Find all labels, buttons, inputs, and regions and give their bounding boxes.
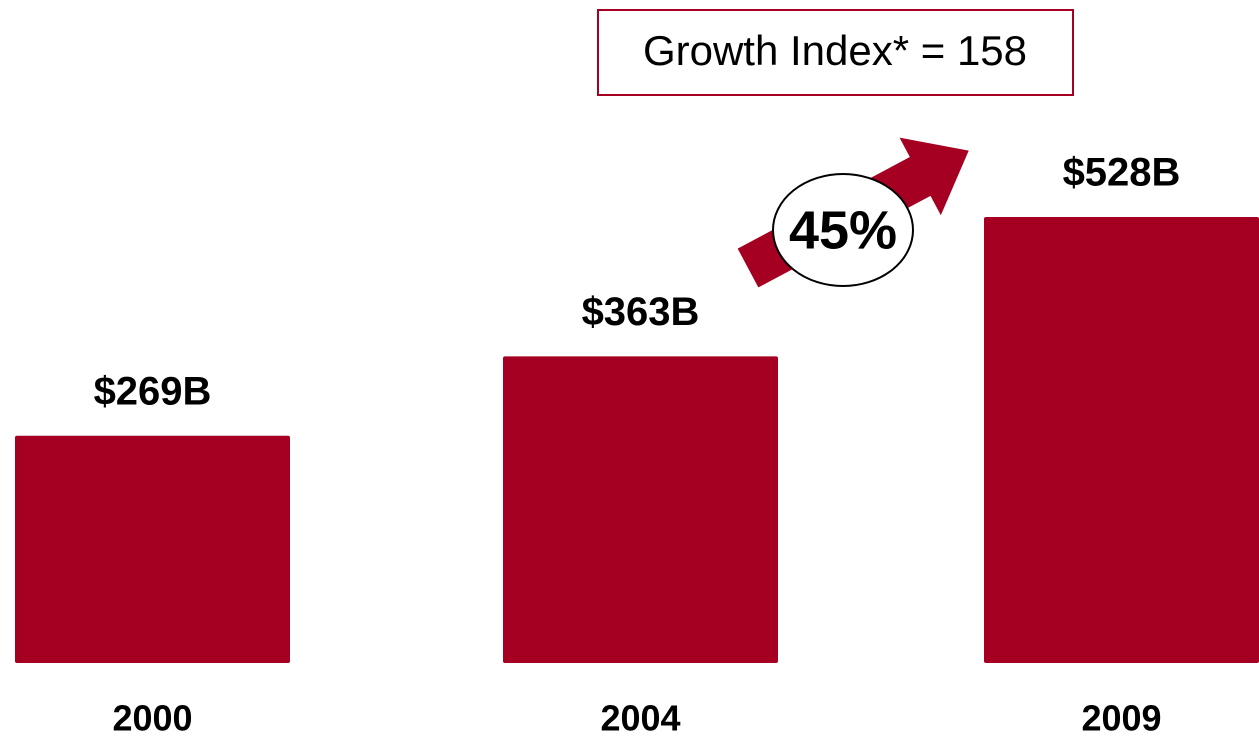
x-tick-label: 2004 [600,698,680,739]
growth-ellipse [772,173,914,287]
x-tick-label: 2000 [112,698,192,739]
growth-index: Growth Index* = 158 [643,27,1027,74]
growth-percent: 45% [789,200,897,260]
value-label: $269B [94,369,212,413]
value-label: $363B [582,290,700,334]
x-tick-label: 2009 [1081,698,1161,739]
bar [15,435,290,663]
growth-box [597,9,1074,96]
value-label: $528B [1063,151,1181,195]
bar [984,217,1259,663]
bar [503,356,778,663]
